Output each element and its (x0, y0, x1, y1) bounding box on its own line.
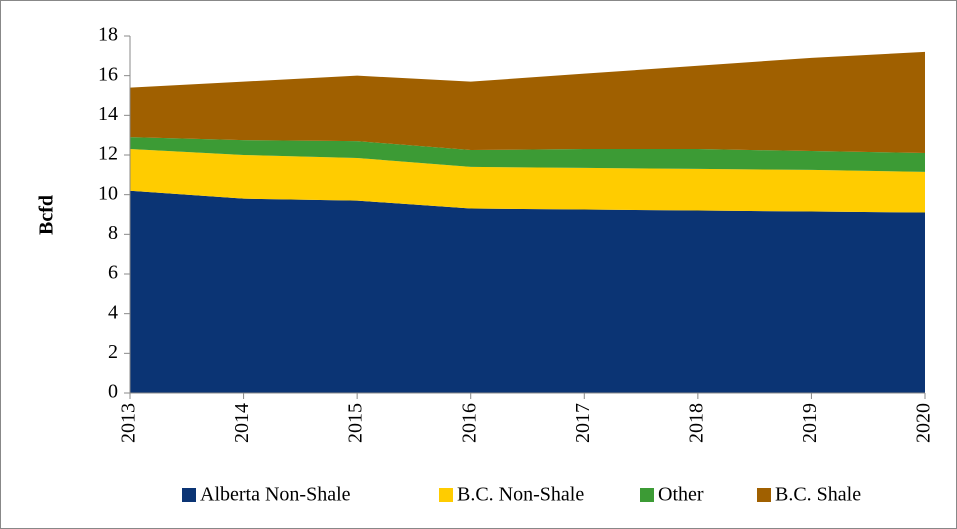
x-tick-label: 2014 (231, 403, 253, 443)
legend-swatch (182, 488, 196, 502)
x-tick-label: 2013 (118, 403, 140, 443)
x-tick-label: 2020 (913, 403, 935, 443)
x-tick-label: 2019 (799, 403, 821, 443)
y-tick-label: 2 (108, 341, 118, 363)
y-tick-label: 10 (98, 182, 118, 204)
area (130, 51, 925, 154)
x-tick-label: 2017 (572, 403, 594, 443)
legend-swatch (439, 488, 453, 502)
legend-swatch (757, 488, 771, 502)
y-tick-label: 12 (98, 143, 118, 165)
legend-label: B.C. Non-Shale (457, 484, 584, 506)
legend-label: Other (658, 484, 704, 506)
y-tick-label: 0 (108, 381, 118, 403)
y-tick-label: 16 (98, 63, 118, 85)
y-tick-label: 8 (108, 222, 118, 244)
legend-swatch (640, 488, 654, 502)
y-tick-label: 18 (98, 24, 118, 46)
legend-label: Alberta Non-Shale (200, 484, 351, 506)
x-tick-label: 2018 (685, 403, 707, 443)
y-axis-label: Bcfd (36, 195, 58, 235)
area (130, 149, 925, 213)
y-tick-label: 4 (108, 301, 118, 323)
y-tick-label: 14 (98, 103, 118, 125)
y-tick-label: 6 (108, 262, 118, 284)
area (130, 190, 925, 393)
area (130, 137, 925, 172)
x-tick-label: 2016 (458, 403, 480, 443)
legend-label: B.C. Shale (775, 484, 861, 506)
x-tick-label: 2015 (345, 403, 367, 443)
